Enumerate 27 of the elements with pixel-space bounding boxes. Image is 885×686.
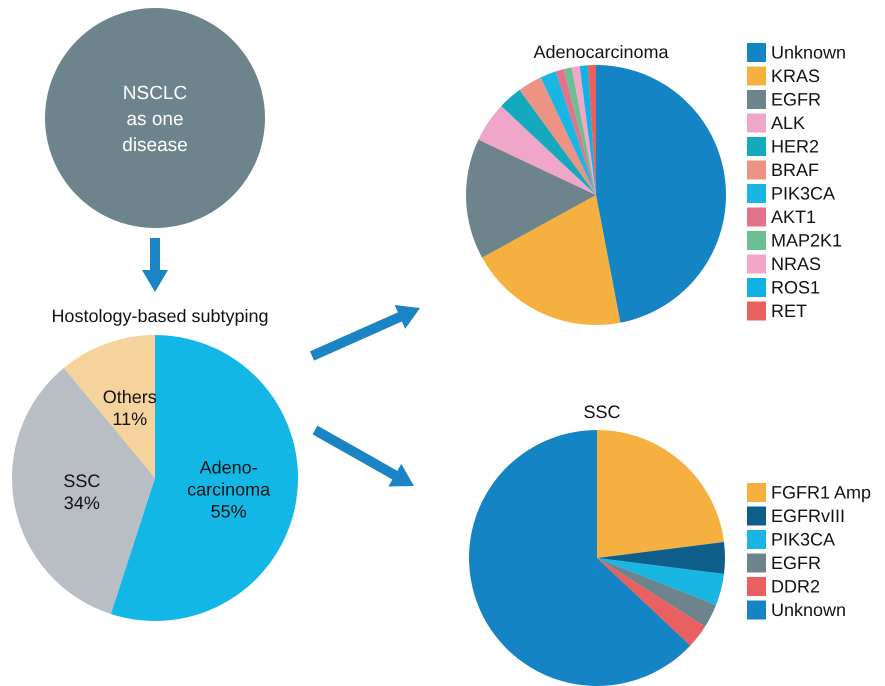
slice-label: Adeno- carcinoma xyxy=(187,458,272,500)
legend-label: EGFR xyxy=(771,90,822,110)
chart-title: Adenocarcinoma xyxy=(533,42,670,62)
legend-label: Unknown xyxy=(771,600,846,620)
legend-label: EGFRvIII xyxy=(771,506,846,526)
chart-title: SSC xyxy=(583,402,621,422)
legend-label: PIK3CA xyxy=(771,530,836,550)
data-label: 55% xyxy=(210,502,247,522)
legend-label: AKT1 xyxy=(771,207,816,227)
legend-label: ROS1 xyxy=(771,278,820,298)
legend-label: HER2 xyxy=(771,136,820,156)
legend-label: EGFR xyxy=(771,553,822,573)
chart-title: Hostology-based subtyping xyxy=(51,306,269,326)
legend-label: NRAS xyxy=(771,254,822,274)
text: NSCLC as one disease xyxy=(122,83,188,156)
legend-label: ALK xyxy=(771,113,806,133)
legend-label: FGFR1 Amp xyxy=(771,482,872,502)
legend-label: BRAF xyxy=(771,160,820,180)
legend-label: PIK3CA xyxy=(771,184,836,204)
legend-label: KRAS xyxy=(771,66,820,86)
data-label: 11% xyxy=(112,408,148,429)
legend-label: DDR2 xyxy=(771,576,820,596)
slice-label: SSC xyxy=(63,470,100,491)
legend-label: RET xyxy=(771,301,808,321)
legend-label: Unknown xyxy=(771,42,846,62)
data-label: 34% xyxy=(64,492,100,513)
legend-label: MAP2K1 xyxy=(771,230,842,250)
